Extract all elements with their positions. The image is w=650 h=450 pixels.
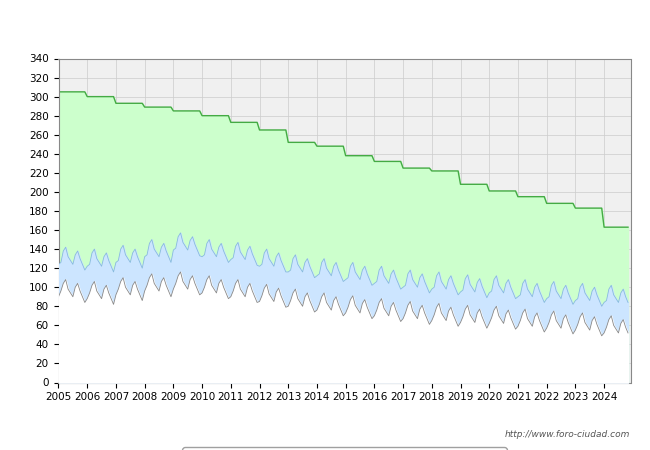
Legend: Ocupados, Parados, Hab. entre 16-64: Ocupados, Parados, Hab. entre 16-64 — [182, 447, 507, 450]
Text: Palaciosrubios - Evolucion de la poblacion en edad de Trabajar Noviembre de 2024: Palaciosrubios - Evolucion de la poblaci… — [0, 19, 650, 35]
Text: http://www.foro-ciudad.com: http://www.foro-ciudad.com — [505, 430, 630, 439]
